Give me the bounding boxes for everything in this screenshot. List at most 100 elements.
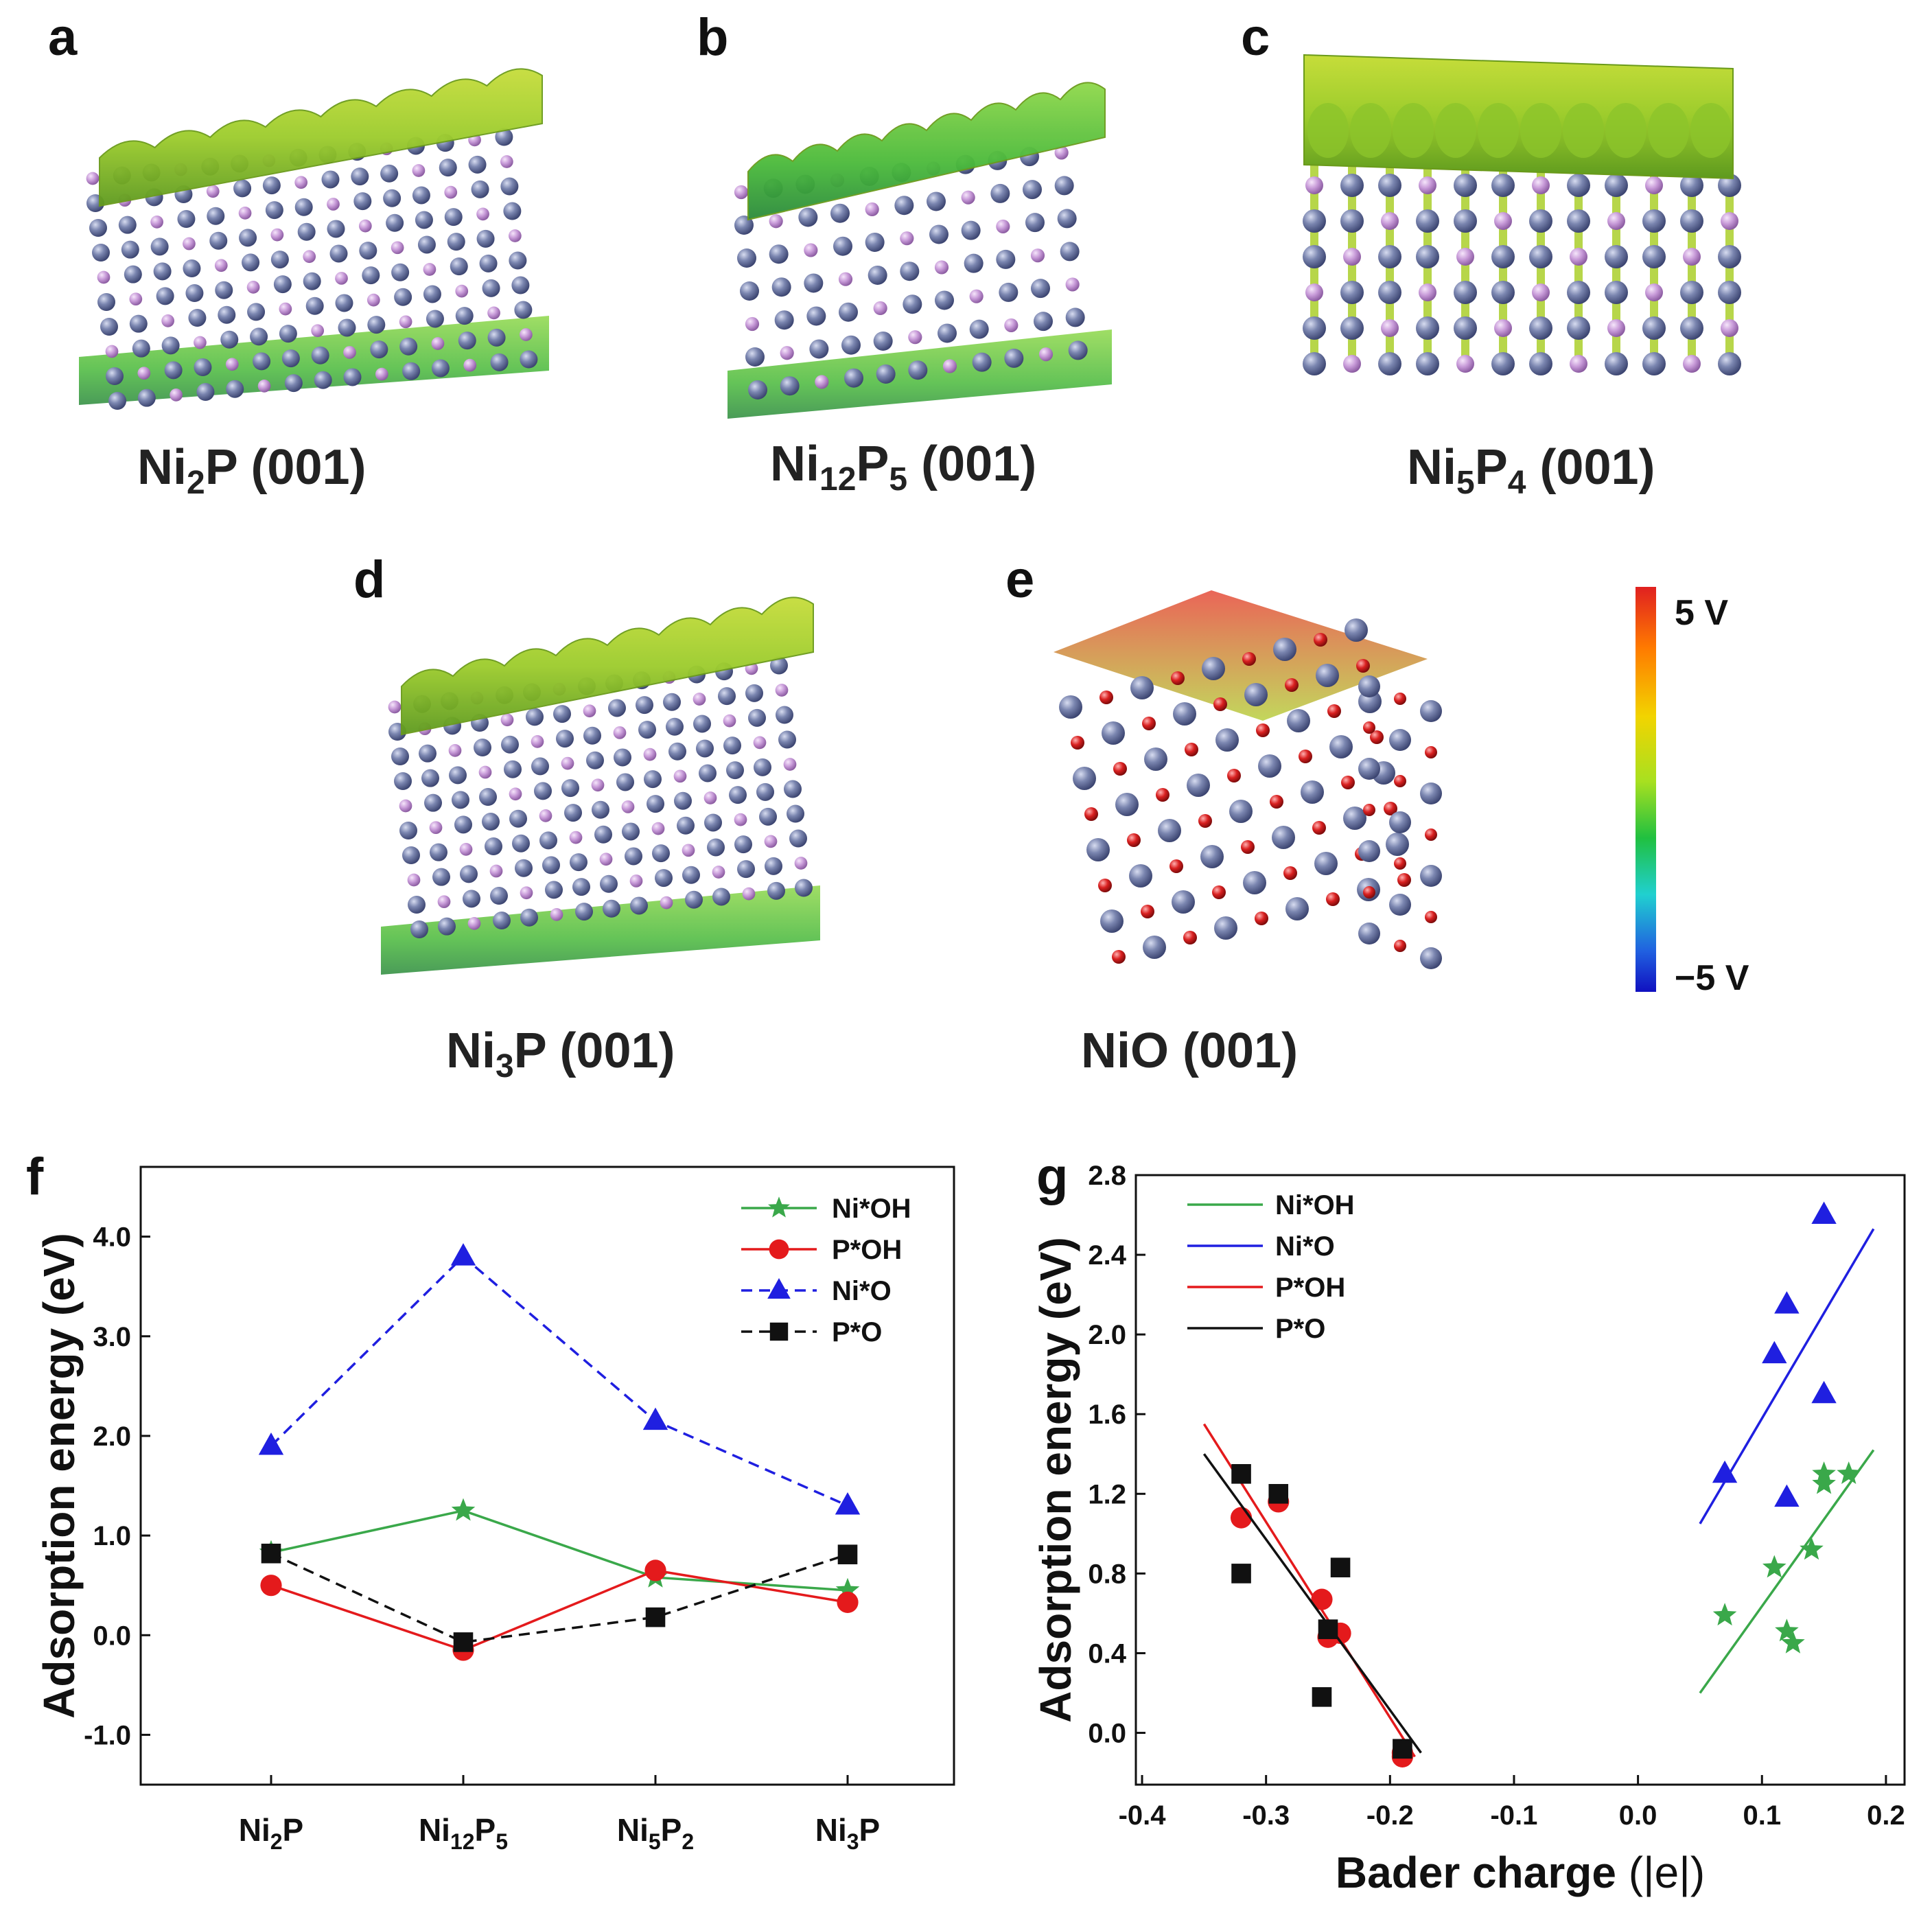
ni-atom	[359, 242, 377, 260]
p-atom	[742, 887, 756, 901]
ni-atom	[1314, 852, 1338, 875]
model-ni2p	[79, 68, 549, 410]
ni-atom	[789, 829, 807, 848]
ni-atom	[770, 656, 788, 675]
p-atom	[1456, 248, 1474, 266]
ni-atom	[482, 813, 500, 831]
ni-atom	[608, 699, 626, 717]
ni-atom	[771, 277, 791, 297]
p-atom	[1305, 283, 1323, 301]
ni-atom	[1680, 209, 1703, 233]
ni-atom	[652, 844, 670, 863]
x-category-label: Ni5P2	[617, 1812, 694, 1854]
data-point-Ni*OH	[1762, 1555, 1786, 1578]
ni-atom	[1605, 245, 1628, 268]
formula-text: P	[661, 1812, 682, 1848]
ni-atom	[1068, 340, 1088, 360]
ni-atom	[666, 717, 684, 736]
ni-atom	[1605, 281, 1628, 304]
ni-atom	[391, 263, 410, 281]
o-atom	[1363, 886, 1375, 898]
ni-atom	[438, 917, 456, 936]
data-point-P*O	[1231, 1463, 1251, 1484]
ni-atom	[380, 164, 399, 183]
ni-atom	[575, 903, 593, 921]
p-atom	[783, 758, 797, 771]
ni-atom	[124, 265, 142, 283]
ni-atom	[329, 244, 348, 263]
data-point-Ni*O	[1811, 1380, 1837, 1404]
ni-atom	[1529, 209, 1552, 233]
ni-atom	[1129, 864, 1152, 888]
ni-atom	[756, 782, 774, 801]
ni-atom	[570, 853, 587, 872]
ni-atom	[1130, 676, 1154, 699]
p-atom	[1570, 355, 1587, 373]
o-atom	[1425, 746, 1437, 758]
p-atom	[942, 359, 957, 373]
ni-atom	[1642, 245, 1666, 268]
ni-atom	[787, 804, 804, 823]
data-point-P*O	[1312, 1687, 1332, 1707]
ni-atom	[509, 251, 527, 270]
ni-atom	[503, 202, 522, 220]
p-atom	[431, 337, 445, 350]
ni-atom	[647, 795, 664, 813]
p-atom	[815, 375, 829, 389]
x-tick-label: -0.1	[1490, 1800, 1537, 1831]
series-line-P*OH	[270, 1569, 848, 1651]
ni-atom	[699, 764, 717, 782]
p-atom	[583, 704, 596, 718]
ni-atom	[156, 287, 174, 305]
ni-atom	[265, 201, 283, 220]
p-atom	[764, 835, 778, 848]
isosurface-top	[401, 596, 814, 736]
ni-atom	[408, 896, 426, 914]
o-atom	[1394, 857, 1406, 870]
ni-atom	[784, 780, 802, 798]
ni-atom	[572, 878, 590, 896]
ni-atom	[226, 380, 244, 398]
p-atom	[629, 874, 643, 888]
o-atom	[1185, 743, 1198, 756]
p-atom	[463, 358, 477, 372]
p-atom	[429, 821, 443, 835]
ni-atom	[1034, 312, 1053, 332]
ni-atom	[1567, 281, 1590, 304]
p-atom	[1004, 318, 1019, 333]
p-atom	[412, 164, 426, 177]
ni-atom	[745, 684, 763, 702]
ni-atom	[1416, 209, 1439, 233]
ni-atom	[561, 779, 579, 798]
o-atom	[1071, 736, 1084, 750]
isosurface-lobe	[1605, 103, 1646, 158]
ni-atom	[338, 318, 356, 337]
p-atom	[161, 314, 174, 327]
p-atom	[643, 747, 657, 761]
ni-atom	[586, 751, 604, 769]
ni-atom	[106, 367, 124, 385]
p-atom	[225, 358, 239, 371]
legend-marker	[769, 1239, 789, 1260]
ni-atom	[490, 887, 508, 905]
ni-atom	[417, 235, 436, 254]
x-tick-label: -0.3	[1242, 1800, 1290, 1831]
p-atom	[407, 873, 421, 887]
p-atom	[569, 831, 583, 844]
ni-atom	[1102, 721, 1125, 745]
x-tick-label: 0.2	[1867, 1800, 1905, 1831]
caption-ni12p5: Ni12P5 (001)	[770, 437, 1036, 498]
ni-atom	[748, 708, 766, 727]
ni-atom	[1718, 281, 1741, 304]
p-atom	[908, 330, 922, 345]
legend-label: P*O	[1275, 1314, 1325, 1344]
ni-atom	[564, 804, 582, 822]
ni-atom	[1378, 281, 1401, 304]
ni-atom	[424, 793, 442, 812]
p-atom	[509, 229, 522, 242]
ni-atom	[592, 800, 609, 819]
ni-atom	[830, 203, 850, 223]
ni-atom	[726, 761, 744, 780]
o-atom	[1141, 905, 1154, 918]
caption-ni2p: Ni2P (001)	[137, 440, 366, 501]
